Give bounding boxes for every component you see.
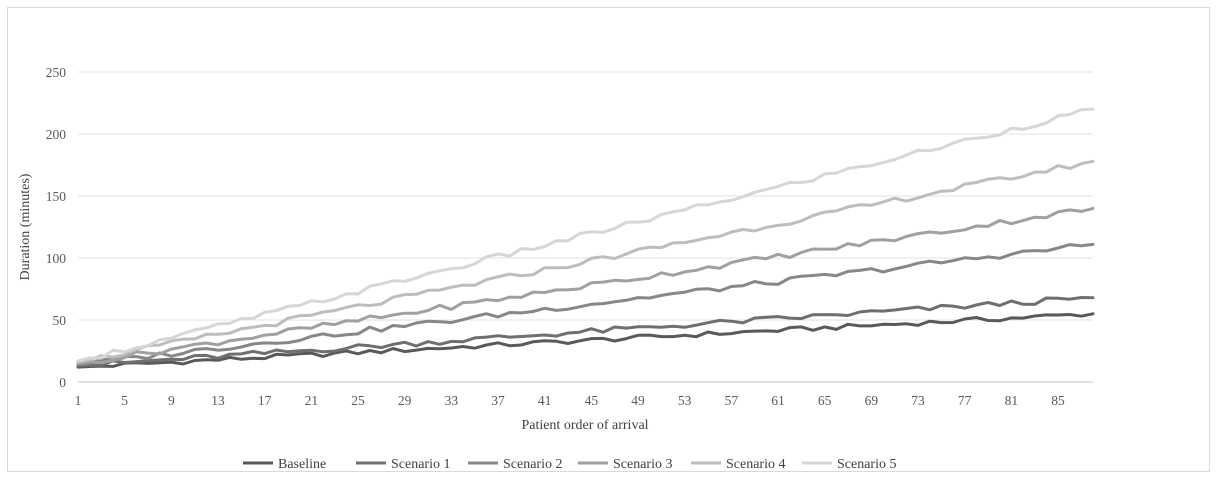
y-tick-label: 250 (46, 65, 67, 80)
x-tick-label: 53 (678, 393, 692, 408)
series-line-baseline (76, 312, 1095, 369)
y-axis-title: Duration (minutes) (18, 173, 33, 280)
x-tick-label: 81 (1005, 393, 1019, 408)
x-tick-label: 49 (631, 393, 645, 408)
x-tick-label: 77 (958, 393, 972, 408)
chart-frame (7, 7, 1210, 472)
legend-label: Baseline (278, 457, 326, 472)
y-tick-label: 200 (46, 127, 67, 142)
x-tick-label: 29 (398, 393, 412, 408)
x-tick-label: 37 (491, 393, 505, 408)
y-tick-label: 150 (46, 189, 67, 204)
x-tick-label: 65 (818, 393, 832, 408)
x-tick-label: 61 (771, 393, 785, 408)
x-tick-label: 21 (305, 393, 319, 408)
series-line-scenario-3 (76, 206, 1095, 365)
x-tick-label: 33 (445, 393, 459, 408)
x-tick-label: 5 (121, 393, 128, 408)
x-tick-label: 45 (585, 393, 599, 408)
x-tick-label: 13 (211, 393, 225, 408)
x-tick-label: 9 (168, 393, 175, 408)
y-tick-label: 0 (59, 375, 66, 390)
y-tick-label: 100 (46, 251, 67, 266)
x-tick-label: 73 (911, 393, 925, 408)
legend-label: Scenario 2 (503, 457, 562, 472)
x-tick-label: 41 (538, 393, 552, 408)
legend-label: Scenario 5 (837, 457, 896, 472)
x-axis-title: Patient order of arrival (521, 418, 648, 433)
y-tick-label: 50 (53, 313, 67, 328)
x-tick-label: 25 (351, 393, 365, 408)
x-tick-label: 17 (258, 393, 272, 408)
legend-label: Scenario 4 (726, 457, 785, 472)
x-tick-label: 85 (1051, 393, 1065, 408)
legend-label: Scenario 3 (613, 457, 672, 472)
x-tick-label: 69 (865, 393, 879, 408)
x-tick-label: 1 (75, 393, 82, 408)
series-line-scenario-4 (76, 159, 1095, 364)
series-line-scenario-1 (76, 296, 1095, 368)
series-line-scenario-2 (76, 242, 1095, 367)
legend-label: Scenario 1 (391, 457, 450, 472)
x-tick-label: 57 (725, 393, 739, 408)
series-line-scenario-5 (76, 107, 1095, 363)
